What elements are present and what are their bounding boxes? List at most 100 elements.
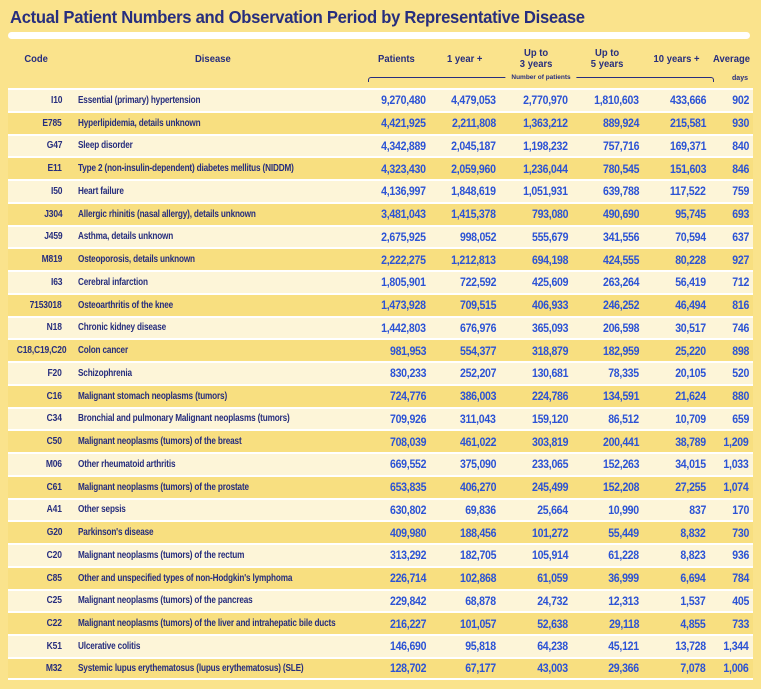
average-days-value: 659 — [732, 411, 749, 426]
average-days-value: 880 — [732, 389, 749, 404]
one-year-plus-value: 182,705 — [459, 548, 497, 563]
patients-value: 653,835 — [389, 480, 427, 495]
average-days-value: 733 — [732, 616, 749, 631]
disease-name: Malignant neoplasms (tumors) of the pros… — [78, 481, 249, 493]
disease-name: Systemic lupus erythematosus (lupus eryt… — [78, 662, 304, 674]
disease-name: Malignant stomach neoplasms (tumors) — [78, 390, 228, 402]
column-header-1-year: 1 year + — [447, 52, 483, 65]
table-row: I10 Essential (primary) hypertension 9,2… — [8, 88, 753, 111]
ten-years-plus-value: 8,823 — [680, 548, 706, 563]
disease-name: Chronic kidney disease — [78, 322, 166, 334]
ten-years-plus-value: 8,832 — [680, 525, 706, 540]
disease-name: Other rheumatoid arthritis — [78, 458, 176, 470]
table-row: E11 Type 2 (non-insulin-dependent) diabe… — [8, 156, 753, 179]
disease-code: M819 — [41, 254, 62, 266]
up-to-5-years-value: 200,441 — [602, 434, 640, 449]
patients-value: 630,802 — [389, 502, 427, 517]
disease-code: A41 — [46, 504, 62, 516]
up-to-3-years-value: 43,003 — [537, 661, 568, 676]
one-year-plus-value: 68,878 — [465, 593, 496, 608]
up-to-5-years-value: 206,598 — [602, 320, 640, 335]
one-year-plus-value: 188,456 — [459, 525, 497, 540]
column-header-up-to-3-years: Up to 3 years — [519, 47, 553, 70]
patients-value: 4,136,997 — [381, 184, 426, 199]
column-header-up-to-5-years: Up to 5 years — [591, 47, 624, 70]
ten-years-plus-value: 13,728 — [675, 639, 706, 654]
patients-value: 669,552 — [389, 457, 427, 472]
patients-value: 1,805,901 — [381, 275, 426, 290]
table-row: C61 Malignant neoplasms (tumors) of the … — [8, 474, 753, 498]
ten-years-plus-value: 20,105 — [675, 366, 706, 381]
ten-years-plus-value: 837 — [689, 502, 706, 517]
table-row: M819 Osteoporosis, details unknown 2,222… — [8, 247, 753, 270]
disease-name: Cerebral infarction — [78, 276, 148, 288]
table-header-row: Code Disease Patients 1 year + Up to 3 ye… — [8, 44, 753, 74]
ten-years-plus-value: 80,228 — [675, 252, 706, 267]
table-row: E785 Hyperlipidemia, details unknown 4,4… — [8, 110, 753, 134]
one-year-plus-value: 2,211,808 — [451, 116, 496, 131]
up-to-5-years-value: 10,990 — [608, 502, 639, 517]
patients-value: 2,222,275 — [381, 252, 426, 267]
ten-years-plus-value: 34,015 — [675, 457, 706, 472]
up-to-3-years-value: 245,499 — [531, 480, 569, 495]
one-year-plus-value: 1,415,378 — [451, 207, 496, 222]
one-year-plus-value: 311,043 — [460, 411, 496, 426]
table-row: C22 Malignant neoplasms (tumors) of the … — [8, 611, 753, 634]
disease-code: C18,C19,C20 — [16, 345, 67, 357]
ten-years-plus-value: 1,537 — [680, 593, 706, 608]
up-to-5-years-value: 12,313 — [608, 593, 639, 608]
one-year-plus-value: 4,479,053 — [451, 93, 496, 108]
ten-years-plus-value: 38,789 — [675, 434, 706, 449]
up-to-3-years-value: 159,120 — [531, 411, 569, 426]
up-to-5-years-value: 36,999 — [608, 571, 639, 586]
disease-code: 7153018 — [30, 299, 62, 311]
average-days-value: 846 — [732, 161, 749, 176]
one-year-plus-value: 67,177 — [465, 661, 496, 676]
disease-name: Osteoporosis, details unknown — [78, 254, 195, 266]
up-to-3-years-value: 24,732 — [537, 593, 568, 608]
disease-code: C22 — [46, 618, 62, 630]
average-days-value: 898 — [732, 343, 749, 358]
up-to-3-years-value: 1,363,212 — [523, 116, 568, 131]
disease-name: Other sepsis — [78, 504, 126, 516]
column-header-10-years: 10 years + — [653, 52, 700, 65]
disease-code: C34 — [46, 413, 62, 425]
one-year-plus-value: 2,045,187 — [451, 138, 496, 153]
table-row: N18 Chronic kidney disease 1,442,803 676… — [8, 315, 753, 339]
table-row: I63 Cerebral infarction 1,805,901 722,59… — [8, 270, 753, 293]
table-row: C20 Malignant neoplasms (tumors) of the … — [8, 543, 753, 566]
one-year-plus-value: 1,848,619 — [451, 184, 496, 199]
disease-code: C20 — [46, 549, 62, 561]
patients-value: 724,776 — [389, 389, 427, 404]
column-header-average: Average — [713, 52, 750, 65]
average-days-value: 693 — [732, 207, 749, 222]
up-to-5-years-value: 29,366 — [608, 661, 639, 676]
patients-value: 313,292 — [389, 548, 427, 563]
average-days-value: 712 — [732, 275, 749, 290]
patients-value: 2,675,925 — [381, 229, 426, 244]
disease-name: Bronchial and pulmonary Malignant neopla… — [78, 413, 290, 425]
patients-value: 216,227 — [389, 616, 427, 631]
one-year-plus-value: 998,052 — [459, 229, 497, 244]
up-to-3-years-value: 105,914 — [531, 548, 569, 563]
patients-value: 128,702 — [389, 661, 427, 676]
disease-name: Malignant neoplasms (tumors) of the rect… — [78, 549, 245, 561]
up-to-3-years-value: 1,198,232 — [523, 138, 568, 153]
up-to-5-years-value: 246,252 — [602, 298, 640, 313]
average-days-value: 840 — [732, 138, 749, 153]
up-to-5-years-value: 78,335 — [608, 366, 639, 381]
disease-name: Malignant neoplasms (tumors) of the panc… — [78, 595, 253, 607]
average-days-value: 1,074 — [723, 480, 749, 495]
one-year-plus-value: 101,057 — [459, 616, 497, 631]
patients-value: 830,233 — [389, 366, 427, 381]
average-days-value: 784 — [732, 571, 749, 586]
disease-code: G47 — [46, 140, 62, 152]
disease-code: E11 — [47, 163, 62, 175]
average-days-value: 759 — [732, 184, 749, 199]
average-days-value: 902 — [732, 93, 749, 108]
disease-name: Type 2 (non-insulin-dependent) diabetes … — [78, 163, 294, 175]
up-to-5-years-value: 757,716 — [602, 138, 640, 153]
one-year-plus-value: 676,976 — [459, 320, 497, 335]
disease-name: Heart failure — [78, 185, 124, 197]
